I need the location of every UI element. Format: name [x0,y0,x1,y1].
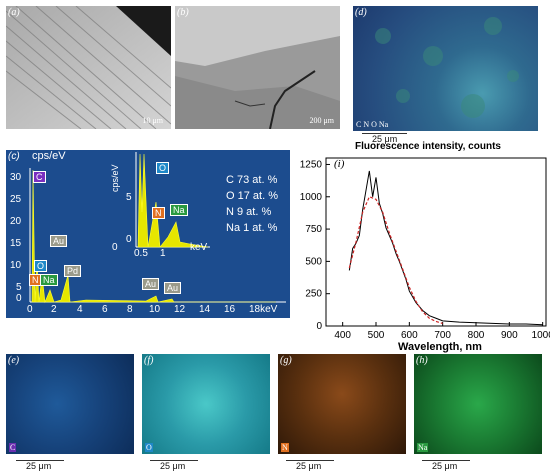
eds-ytick: 30 [10,172,22,183]
panel-label-e: (e) [8,355,20,366]
panel-label-a: (a) [8,7,20,18]
composition-n: N 9 at. % [226,206,272,218]
x-tick-label: 600 [401,330,418,341]
composition-c: C 73 at. % [226,174,278,186]
fluorescence-chart: 400 500 600 700 800 900 1000 0 250 500 750 1000 1250 [300,157,550,341]
x-tick-label: 700 [434,330,451,341]
x-tick-label: 400 [334,330,351,341]
map-panel-h: (h) Na [414,354,542,454]
series-line-1 [348,170,543,326]
x-tick-label: 500 [368,330,385,341]
sem-panel-a: (a) 10 μm [6,6,171,129]
elements-legend-d: C N O Na [356,120,389,129]
eds-peak-label: Pd [64,265,82,277]
eds-xtick: 16 [224,304,236,315]
scale-text-e: 25 μm [26,461,52,471]
fluorescence-title: Fluorescence intensity, counts [355,141,501,152]
eds-ytick: 5 [16,282,22,293]
scale-bar-f [150,460,198,461]
eds-peak-label: Au [142,278,160,290]
eds-y-unit: cps/eV [32,150,66,162]
scale-text-b: 200 μm [309,116,334,125]
scale-bar-g [286,460,334,461]
scale-text-f: 25 μm [160,461,186,471]
sem-panel-b: (b) 200 μm [175,6,340,129]
panel-label-c: (c) [8,151,20,162]
map-panel-d: (d) C N O Na [353,6,538,131]
eds-xtick: 4 [77,304,83,315]
panel-label-g: (g) [280,355,292,366]
x-tick-label: 800 [468,330,485,341]
inset-peak-label: N [152,207,165,219]
eds-peak-label: Na [40,274,58,286]
sem-texture-a [6,6,171,129]
eds-ytick: 20 [10,216,22,227]
inset-xtick: 0.5 [134,248,148,259]
sem-texture-b [175,6,340,129]
eds-peak-label: C [33,171,46,183]
map-panel-e: (e) C [6,354,134,454]
eds-inset: cps/eV 5 0 O N Na 0.5 1 keV [110,152,213,260]
eds-ytick: 0 [16,293,22,304]
eds-peak-label: Au [50,235,68,247]
eds-panel-c: (c) cps/eV 30 25 20 15 10 5 0 C O N Na A… [6,150,290,318]
eds-ytick: 25 [10,194,22,205]
eds-xtick: 18keV [249,304,278,315]
x-tick-label: 900 [501,330,518,341]
series-line-2 [348,196,443,324]
map-panel-g: (g) N [278,354,406,454]
inset-peak-label: O [156,162,170,174]
y-tick-label: 0 [316,321,322,332]
inset-x-unit: keV [190,242,208,253]
map-texture-d [375,17,519,118]
fluorescence-xlabel: Wavelength, nm [398,341,482,353]
element-tag-h: Na [417,443,429,452]
scale-text-a: 10 μm [142,116,163,125]
inset-ytick: 5 [126,192,132,203]
panel-label-f: (f) [144,355,154,366]
eds-xtick: 0 [27,304,33,315]
y-tick-label: 500 [305,256,322,267]
eds-ytick: 15 [10,238,22,249]
scale-text-h: 25 μm [432,461,458,471]
scale-text-g: 25 μm [296,461,322,471]
inset-ytick: 0 [126,234,132,245]
scale-bar-d [362,133,407,134]
y-tick-label: 1250 [300,159,323,170]
panel-label-b: (b) [177,7,189,18]
eds-ytick: 10 [10,260,22,271]
element-tag-g: N [281,443,289,452]
inset-xtick: 1 [160,248,166,259]
inset-peak-label: Na [170,204,188,216]
panel-label-d: (d) [355,7,367,18]
y-tick-label: 1000 [300,192,323,203]
eds-peak-label: O [34,260,48,272]
scale-text-d: 25 μm [372,134,398,144]
eds-xtick: 10 [149,304,161,315]
eds-xtick: 6 [102,304,108,315]
eds-xtick: 2 [51,304,57,315]
panel-label-h: (h) [416,355,428,366]
scale-bar-h [422,460,470,461]
inset-zero: 0 [112,242,118,253]
eds-peak-label: Au [164,282,182,294]
map-panel-f: (f) O [142,354,270,454]
element-tag-f: O [145,443,153,452]
panel-label-i: (i) [334,158,345,170]
x-tick-label: 1000 [532,330,550,341]
composition-list: C 73 at. % O 17 at. % N 9 at. % Na 1 at.… [226,172,278,236]
y-tick-label: 250 [305,289,322,300]
element-tag-e: C [9,443,17,452]
scale-bar-e [16,460,64,461]
eds-xtick: 12 [174,304,186,315]
composition-o: O 17 at. % [226,190,278,202]
composition-na: Na 1 at. % [226,222,278,234]
y-tick-label: 750 [305,224,322,235]
eds-xtick: 14 [199,304,211,315]
chart-frame [325,157,547,327]
eds-xtick: 8 [127,304,133,315]
inset-plot [135,152,210,248]
